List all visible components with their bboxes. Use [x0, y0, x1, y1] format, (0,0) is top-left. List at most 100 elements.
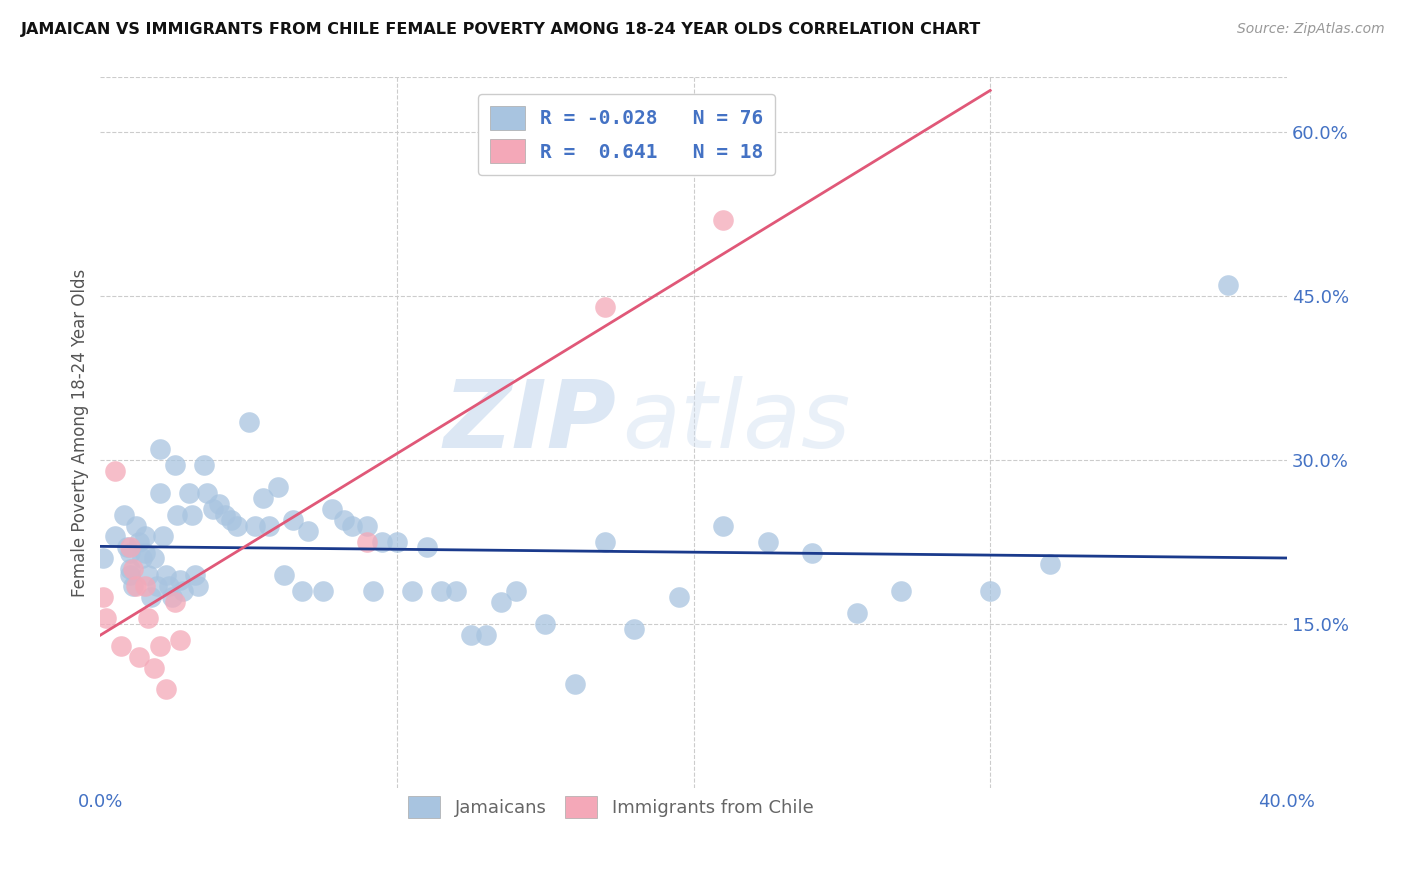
Point — [181, 508, 204, 522]
Point — [361, 584, 384, 599]
Point — [225, 518, 247, 533]
Legend: Jamaicans, Immigrants from Chile: Jamaicans, Immigrants from Chile — [401, 789, 821, 825]
Point — [711, 212, 734, 227]
Text: ZIP: ZIP — [444, 376, 616, 468]
Point — [118, 541, 141, 555]
Point — [160, 590, 183, 604]
Point — [505, 584, 527, 599]
Text: JAMAICAN VS IMMIGRANTS FROM CHILE FEMALE POVERTY AMONG 18-24 YEAR OLDS CORRELATI: JAMAICAN VS IMMIGRANTS FROM CHILE FEMALE… — [21, 22, 981, 37]
Point — [534, 616, 557, 631]
Point — [134, 579, 156, 593]
Text: atlas: atlas — [623, 376, 851, 467]
Point — [332, 513, 354, 527]
Point — [172, 584, 194, 599]
Point — [385, 535, 408, 549]
Point — [169, 633, 191, 648]
Point — [118, 562, 141, 576]
Point — [415, 541, 437, 555]
Point — [195, 485, 218, 500]
Point — [297, 524, 319, 538]
Point — [321, 502, 343, 516]
Point — [142, 660, 165, 674]
Point — [979, 584, 1001, 599]
Point — [756, 535, 779, 549]
Point — [623, 623, 645, 637]
Point — [273, 567, 295, 582]
Point — [193, 458, 215, 473]
Point — [169, 573, 191, 587]
Point — [267, 480, 290, 494]
Point — [312, 584, 335, 599]
Point — [593, 535, 616, 549]
Point — [187, 579, 209, 593]
Point — [149, 485, 172, 500]
Point — [184, 567, 207, 582]
Point — [122, 579, 145, 593]
Point — [155, 682, 177, 697]
Point — [179, 485, 201, 500]
Point — [118, 567, 141, 582]
Point — [125, 518, 148, 533]
Point — [446, 584, 468, 599]
Point — [460, 628, 482, 642]
Point — [131, 551, 153, 566]
Point — [202, 502, 225, 516]
Point — [342, 518, 364, 533]
Point — [243, 518, 266, 533]
Point — [1038, 557, 1060, 571]
Point — [155, 567, 177, 582]
Point — [122, 562, 145, 576]
Point — [711, 518, 734, 533]
Point — [134, 529, 156, 543]
Point — [291, 584, 314, 599]
Point — [430, 584, 453, 599]
Point — [356, 518, 378, 533]
Point — [157, 579, 180, 593]
Point — [166, 508, 188, 522]
Point — [96, 611, 118, 625]
Point — [149, 442, 172, 456]
Point — [128, 535, 150, 549]
Point — [118, 546, 141, 560]
Point — [139, 590, 162, 604]
Point — [219, 513, 242, 527]
Point — [489, 595, 512, 609]
Point — [128, 649, 150, 664]
Point — [91, 551, 114, 566]
Point — [110, 639, 132, 653]
Point — [1216, 278, 1239, 293]
Point — [564, 677, 586, 691]
Point — [475, 628, 498, 642]
Point — [136, 611, 159, 625]
Point — [142, 551, 165, 566]
Point — [149, 639, 172, 653]
Point — [104, 464, 127, 478]
Point — [208, 497, 231, 511]
Y-axis label: Female Poverty Among 18-24 Year Olds: Female Poverty Among 18-24 Year Olds — [72, 268, 89, 597]
Point — [136, 567, 159, 582]
Point — [163, 595, 186, 609]
Point — [152, 529, 174, 543]
Point — [283, 513, 305, 527]
Point — [890, 584, 912, 599]
Point — [214, 508, 236, 522]
Point — [668, 590, 690, 604]
Point — [134, 546, 156, 560]
Point — [593, 300, 616, 314]
Point — [112, 508, 135, 522]
Point — [845, 606, 868, 620]
Point — [104, 529, 127, 543]
Point — [238, 415, 260, 429]
Point — [145, 579, 167, 593]
Point — [163, 458, 186, 473]
Point — [91, 590, 114, 604]
Point — [401, 584, 423, 599]
Point — [356, 535, 378, 549]
Point — [125, 579, 148, 593]
Point — [252, 491, 274, 506]
Point — [371, 535, 394, 549]
Point — [259, 518, 281, 533]
Point — [801, 546, 824, 560]
Text: Source: ZipAtlas.com: Source: ZipAtlas.com — [1237, 22, 1385, 37]
Point — [115, 541, 138, 555]
